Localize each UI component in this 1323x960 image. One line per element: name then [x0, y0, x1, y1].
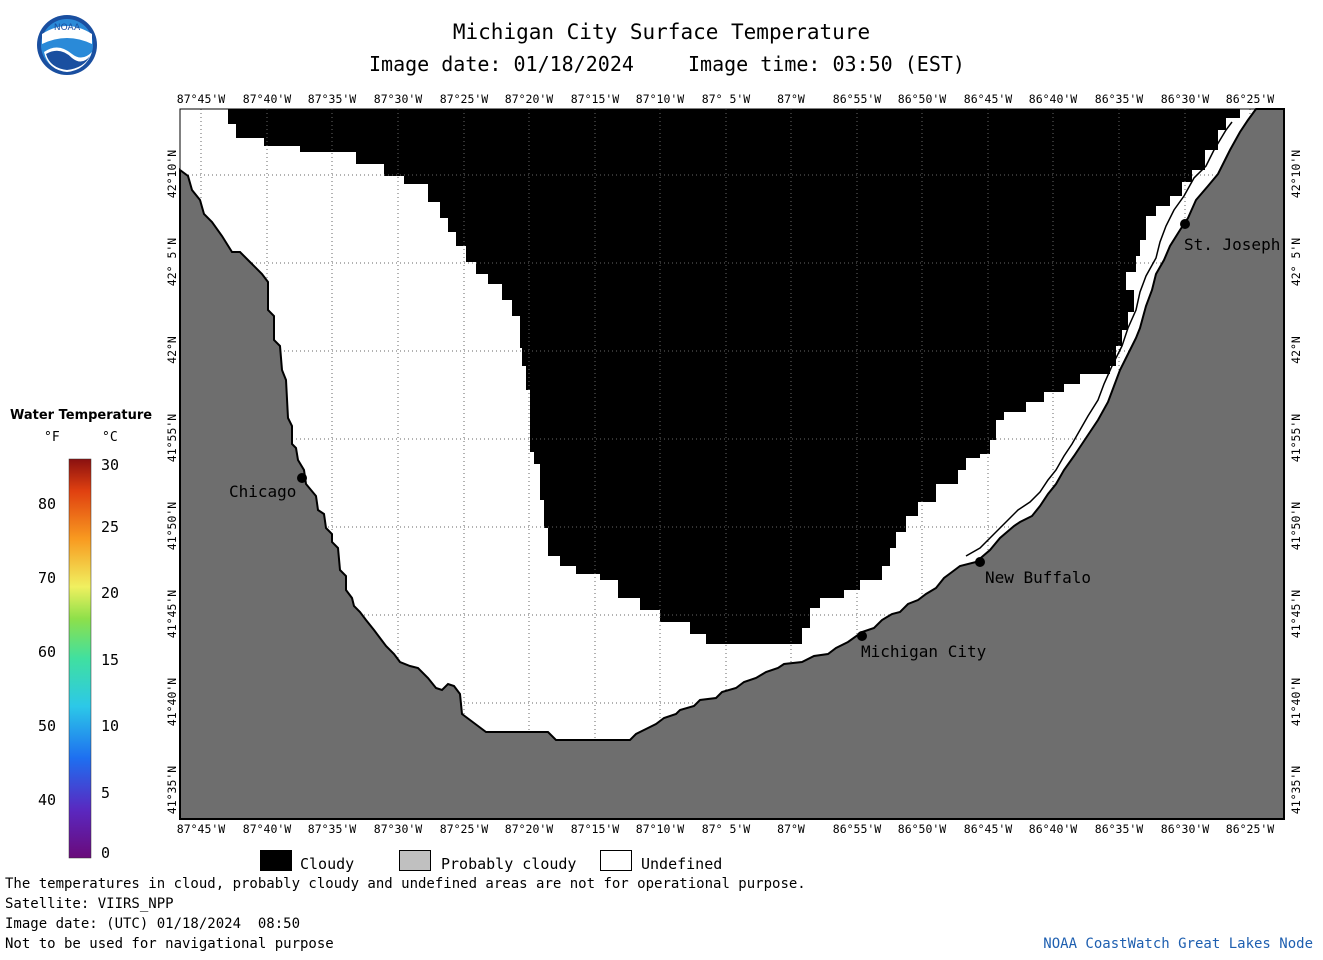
land-area [179, 108, 1285, 820]
lat-label-left: 41°50'N [165, 501, 179, 551]
legend-probably-cloudy-swatch [399, 850, 431, 871]
lon-label-top: 87° 5'W [701, 92, 751, 106]
lat-label-right: 42°10'N [1289, 149, 1303, 199]
lon-label-top: 87°20'W [504, 92, 554, 106]
colorbar-title: Water Temperature [10, 408, 153, 423]
lon-label-bottom: 86°40'W [1028, 822, 1078, 836]
lat-label-right: 41°40'N [1289, 677, 1303, 727]
lon-label-top: 86°40'W [1028, 92, 1078, 106]
lat-label-right: 41°35'N [1289, 765, 1303, 815]
lon-label-bottom: 87°W [777, 822, 805, 836]
lon-label-bottom: 86°50'W [897, 822, 947, 836]
legend-probably-cloudy-label: Probably cloudy [441, 855, 577, 873]
lon-label-top: 87°35'W [307, 92, 357, 106]
city-label-new-buffalo: New Buffalo [985, 568, 1091, 587]
colorbar-tick-c: 5 [101, 784, 111, 802]
footer-satellite: Satellite: VIIRS_NPP [5, 896, 174, 912]
lon-label-bottom: 87°45'W [176, 822, 226, 836]
lon-label-top: 87°45'W [176, 92, 226, 106]
colorbar-tick-f: 60 [38, 643, 57, 661]
lon-label-top: 86°25'W [1225, 92, 1275, 106]
footer-note: The temperatures in cloud, probably clou… [5, 876, 806, 892]
image-time-label: Image time: 03:50 (EST) [688, 52, 965, 76]
lon-label-top: 87°30'W [373, 92, 423, 106]
coastline-offset [965, 121, 1233, 557]
colorbar-unit-f: °F [44, 430, 60, 445]
lat-label-right: 41°45'N [1289, 589, 1303, 639]
colorbar-tick-f: 50 [38, 717, 57, 735]
lon-label-bottom: 86°25'W [1225, 822, 1275, 836]
colorbar-tick-f: 70 [38, 569, 57, 587]
lat-label-left: 42°10'N [165, 149, 179, 199]
lon-label-bottom: 87°40'W [242, 822, 292, 836]
lon-label-bottom: 87°20'W [504, 822, 554, 836]
lon-label-bottom: 86°45'W [963, 822, 1013, 836]
lat-label-left: 41°55'N [165, 413, 179, 463]
lon-label-bottom: 86°30'W [1160, 822, 1210, 836]
chicago-marker [297, 473, 307, 483]
colorbar-unit-c: °C [102, 430, 118, 445]
colorbar-tick-c: 0 [101, 844, 111, 862]
lon-label-top: 86°50'W [897, 92, 947, 106]
lon-label-bottom: 87° 5'W [701, 822, 751, 836]
footer-credit: NOAA CoastWatch Great Lakes Node [1043, 936, 1313, 952]
lat-label-left: 41°35'N [165, 765, 179, 815]
lat-label-left: 42° 5'N [165, 237, 179, 287]
lon-label-bottom: 87°25'W [439, 822, 489, 836]
lon-label-bottom: 87°30'W [373, 822, 423, 836]
colorbar-tick-c: 25 [101, 518, 120, 536]
lon-label-top: 86°30'W [1160, 92, 1210, 106]
legend-undefined-swatch [600, 850, 632, 871]
lat-label-right: 42° 5'N [1289, 237, 1303, 287]
michigan-city-marker [857, 631, 867, 641]
colorbar-tick-f: 80 [38, 495, 57, 513]
lon-label-top: 86°35'W [1094, 92, 1144, 106]
map-title: Michigan City Surface Temperature [452, 20, 871, 44]
colorbar-tick-c: 20 [101, 584, 120, 602]
image-date-label: Image date: 01/18/2024 [369, 52, 634, 76]
lon-label-bottom: 87°35'W [307, 822, 357, 836]
lat-label-left: 41°40'N [165, 677, 179, 727]
temperature-colorbar [68, 458, 92, 859]
lon-label-bottom: 87°15'W [570, 822, 620, 836]
city-label-st-joseph: St. Joseph [1184, 235, 1281, 254]
lon-label-bottom: 87°10'W [635, 822, 685, 836]
lat-label-left: 42°N [165, 336, 179, 364]
lon-label-top: 87°10'W [635, 92, 685, 106]
footer-utc-date: Image date: (UTC) 01/18/2024 08:50 [5, 916, 301, 932]
lon-label-top: 87°15'W [570, 92, 620, 106]
lon-label-top: 86°55'W [832, 92, 882, 106]
new-buffalo-marker [975, 557, 985, 567]
legend-cloudy-swatch [260, 850, 292, 871]
st-joseph-marker [1180, 219, 1190, 229]
lon-label-bottom: 86°55'W [832, 822, 882, 836]
colorbar-tick-c: 15 [101, 651, 120, 669]
lon-label-top: 87°W [777, 92, 805, 106]
legend-cloudy-label: Cloudy [300, 855, 355, 873]
legend-undefined-label: Undefined [641, 855, 723, 873]
cloud-mask [228, 109, 1240, 644]
map-frame [179, 108, 1285, 820]
lon-label-bottom: 86°35'W [1094, 822, 1144, 836]
footer-nav-warning: Not to be used for navigational purpose [5, 936, 334, 952]
lon-label-top: 87°25'W [439, 92, 489, 106]
lat-label-right: 41°55'N [1289, 413, 1303, 463]
lat-label-right: 42°N [1289, 336, 1303, 364]
city-label-michigan-city: Michigan City [861, 642, 987, 661]
noaa-logo: NOAA [36, 14, 98, 76]
lon-label-top: 86°45'W [963, 92, 1013, 106]
colorbar-tick-c: 10 [101, 717, 120, 735]
lat-label-right: 41°50'N [1289, 501, 1303, 551]
lon-label-top: 87°40'W [242, 92, 292, 106]
colorbar-tick-c: 30 [101, 456, 120, 474]
noaa-logo-text: NOAA [53, 23, 81, 33]
lat-label-left: 41°45'N [165, 589, 179, 639]
city-label-chicago: Chicago [229, 482, 297, 501]
colorbar-tick-f: 40 [38, 791, 57, 809]
